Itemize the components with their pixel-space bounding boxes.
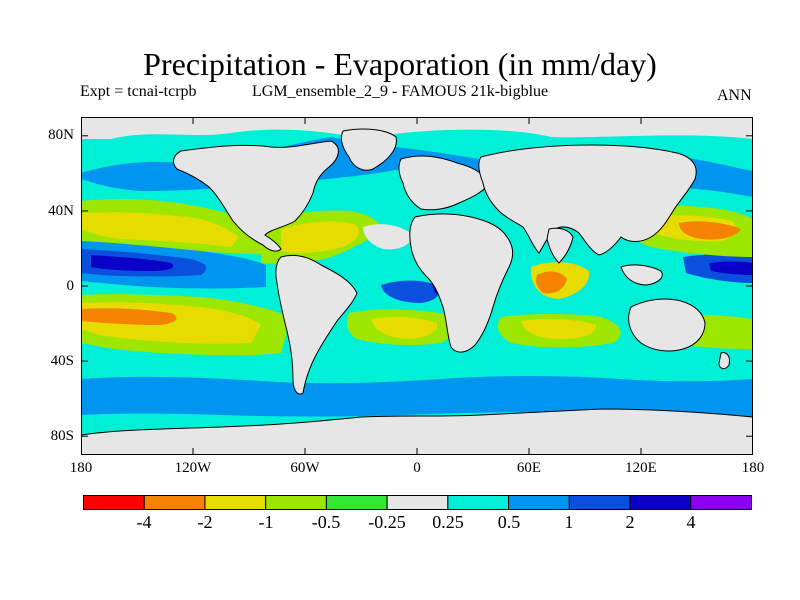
colorbar-swatch <box>143 495 206 510</box>
greenland <box>340 128 397 171</box>
precipitation-minus-evaporation-map <box>81 117 753 455</box>
colorbar <box>83 495 752 510</box>
pacific-itcz-max <box>91 255 174 271</box>
colorbar-swatch <box>568 495 631 510</box>
colorbar-label: 1 <box>564 512 574 532</box>
north-pacific-dry-core <box>81 212 239 247</box>
lon-label-180e: 180 <box>741 460 765 476</box>
run-label: LGM_ensemble_2_9 - FAMOUS 21k-bigblue <box>252 83 549 100</box>
atlantic-itcz <box>381 280 439 303</box>
arctic-region <box>81 117 753 139</box>
mid-atlantic-grey <box>363 224 413 250</box>
lon-label-60w: 60W <box>290 460 320 476</box>
colorbar-label: 2 <box>625 512 635 532</box>
lon-label-120w: 120W <box>174 460 212 476</box>
lon-label-120e: 120E <box>625 460 657 476</box>
lat-label-80n: 80N <box>48 127 74 143</box>
colorbar-swatch <box>325 495 388 510</box>
colorbar-swatch <box>204 495 267 510</box>
map-ticks <box>81 117 753 455</box>
colorbar-swatch <box>447 495 510 510</box>
colorbar-swatch <box>508 495 570 510</box>
new-zealand <box>718 352 730 370</box>
maritime-continent <box>620 264 663 286</box>
colorbar-label: 0.5 <box>497 512 521 532</box>
lat-label-40s: 40S <box>50 353 74 369</box>
colorbar-swatch <box>629 495 692 510</box>
lat-label-80s: 80S <box>50 428 74 444</box>
australia <box>628 298 706 352</box>
lon-label-0: 0 <box>413 460 421 476</box>
south-indian-dry-core <box>521 318 597 339</box>
south-america <box>275 254 358 395</box>
north-america <box>173 140 339 252</box>
colorbar-label: -0.5 <box>311 512 341 532</box>
colorbar-label: -2 <box>197 512 213 532</box>
colorbar-label: 4 <box>686 512 696 532</box>
africa <box>409 213 514 353</box>
lat-label-equator: 0 <box>66 278 75 294</box>
colorbar-swatch <box>690 495 752 510</box>
season-label: ANN <box>717 87 752 104</box>
lon-label-60e: 60E <box>516 460 542 476</box>
south-atlantic-dry-core <box>371 316 438 339</box>
antarctica-coastline <box>81 408 753 436</box>
colorbar-swatch <box>386 495 449 510</box>
colorbar-label: -4 <box>136 512 152 532</box>
colorbar-label: 0.25 <box>432 512 464 532</box>
india <box>546 227 574 264</box>
colorbar-label: -1 <box>258 512 274 532</box>
nw-pacific-dry-max <box>679 221 741 240</box>
map-field <box>81 117 753 455</box>
plot-title: Precipitation - Evaporation (in mm/day) <box>143 46 657 82</box>
asia <box>478 144 697 256</box>
europe <box>398 155 490 211</box>
experiment-label: Expt = tcnai-tcrpb <box>80 83 197 100</box>
colorbar-swatch <box>83 495 145 510</box>
lat-label-40n: 40N <box>48 203 74 219</box>
indian-ocean-dry-core <box>536 271 567 294</box>
antarctica <box>81 409 753 455</box>
south-pacific-dry-max <box>81 308 177 325</box>
north-atlantic-dry-core <box>281 221 359 254</box>
southern-ocean-storm-track <box>81 376 753 417</box>
lon-label-180w: 180 <box>69 460 93 476</box>
colorbar-label: -0.25 <box>368 512 406 532</box>
colorbar-swatch <box>265 495 327 510</box>
east-pacific-itcz-max <box>709 261 753 275</box>
